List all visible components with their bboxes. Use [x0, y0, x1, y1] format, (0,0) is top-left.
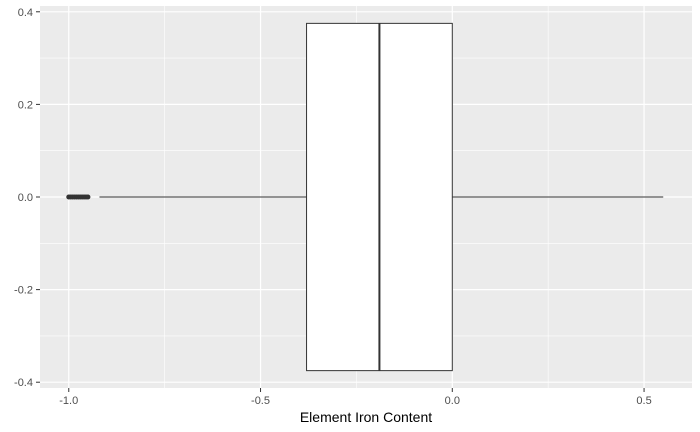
y-tick-label: 0.2 [18, 99, 33, 111]
x-tick-label: 0.0 [445, 395, 460, 407]
axis-ticks: -1.0 -0.5 0.0 0.5 -0.4 -0.2 0.0 0.2 0.4 [14, 7, 652, 407]
x-axis-title: Element Iron Content [300, 409, 432, 425]
x-tick-label: 0.5 [636, 395, 651, 407]
y-tick-label: -0.2 [14, 285, 33, 297]
y-tick-label: 0.0 [18, 192, 33, 204]
y-tick-label: -0.4 [14, 377, 33, 389]
y-tick-label: 0.4 [18, 7, 33, 19]
x-tick-label: -1.0 [59, 395, 78, 407]
box-marks [66, 22, 664, 372]
x-tick-label: -0.5 [251, 395, 270, 407]
outlier-point [85, 194, 91, 200]
